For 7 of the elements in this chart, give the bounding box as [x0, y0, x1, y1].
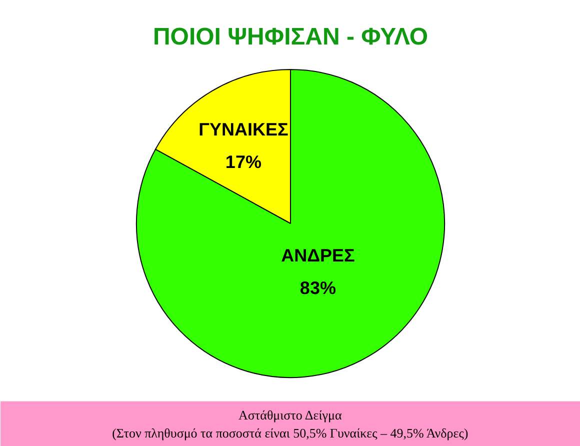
text: Αστάθμιστο Δείγμα — [238, 407, 342, 422]
data-label: 17% — [225, 152, 262, 172]
chart-title: ΠΟΙΟΙ ΨΗΦΙΣΑΝ - ΦΥΛΟ — [152, 23, 428, 50]
data-label: 83% — [300, 278, 336, 298]
text: (Στον πληθυσμό τα ποσοστά είναι 50,5% Γυναίκες – 49,5% Άνδρες) — [112, 425, 468, 440]
slice-label: ΓΥΝΑΙΚΕΣ — [198, 119, 288, 140]
slice-label: ΑΝΔΡΕΣ — [281, 245, 356, 266]
